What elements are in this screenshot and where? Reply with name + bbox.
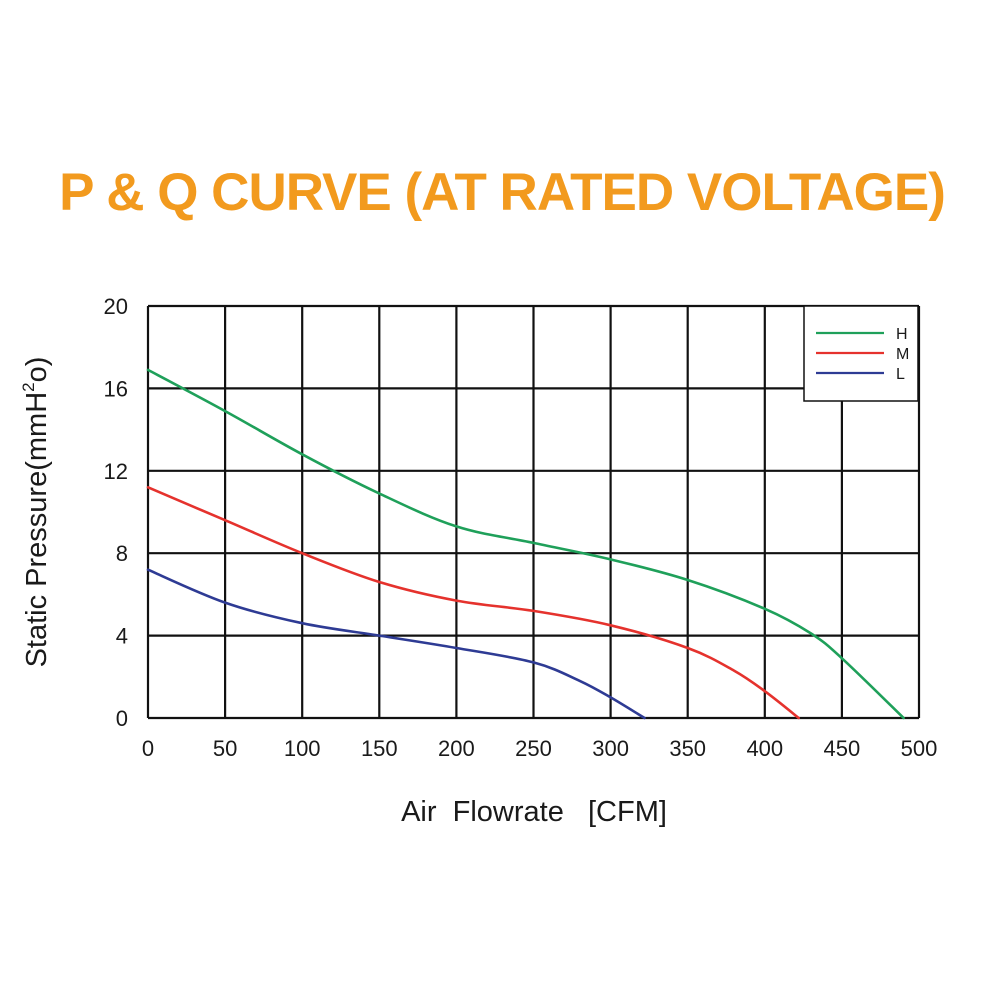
series-line-h — [146, 368, 905, 720]
y-tick-label: 8 — [116, 541, 128, 566]
y-axis-label-superscript: 2 — [19, 382, 38, 391]
series-line-m — [146, 486, 800, 720]
legend-label-m: M — [896, 346, 909, 363]
series-lines — [146, 368, 905, 720]
chart-title: P & Q CURVE (AT RATED VOLTAGE) — [59, 163, 946, 222]
grid — [146, 304, 921, 720]
x-tick-label: 200 — [438, 736, 475, 761]
y-axis-label-main: Static Pressure(mmH — [21, 392, 53, 668]
y-tick-label: 12 — [104, 459, 128, 484]
y-tick-label: 20 — [104, 294, 128, 319]
x-tick-label: 50 — [213, 736, 237, 761]
x-tick-label: 250 — [515, 736, 552, 761]
legend-label-h: H — [896, 326, 908, 343]
x-tick-label: 350 — [669, 736, 706, 761]
x-tick-label: 0 — [142, 736, 154, 761]
x-tick-label: 400 — [746, 736, 783, 761]
legend: HML — [803, 305, 919, 402]
y-axis-label-end: o) — [21, 357, 53, 383]
x-tick-label: 500 — [901, 736, 938, 761]
tick-labels: 0 50 100 150 200 250 300 350 400 450 500 0 4 8 12 16 20 — [104, 294, 938, 761]
x-tick-label: 300 — [592, 736, 629, 761]
y-tick-label: 0 — [116, 706, 128, 731]
series-line-l — [146, 568, 646, 720]
y-tick-label: 16 — [104, 376, 128, 401]
y-axis-label: Static Pressure(mmH2o) — [19, 357, 53, 668]
legend-label-l: L — [896, 366, 905, 383]
y-tick-label: 4 — [116, 624, 128, 649]
x-tick-label: 450 — [824, 736, 861, 761]
x-tick-label: 150 — [361, 736, 398, 761]
x-axis-label: Air Flowrate [CFM] — [401, 796, 667, 828]
x-tick-label: 100 — [284, 736, 321, 761]
